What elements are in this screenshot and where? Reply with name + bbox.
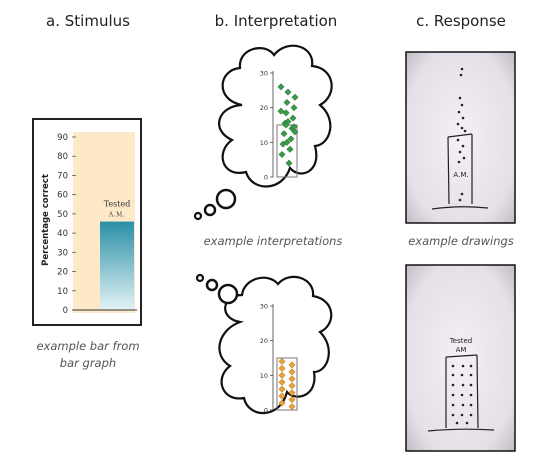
- interpretation-bottom-chart: 0 10 20 30: [260, 303, 298, 415]
- data-point-diamond: [283, 138, 291, 146]
- data-point-diamond: [288, 361, 296, 369]
- data-point-diamond: [291, 128, 299, 136]
- hand-drawn-bar: [445, 354, 479, 429]
- thought-cloud-bottom-outline: [218, 275, 333, 415]
- hand-drawn-dots-bottom: [451, 364, 473, 425]
- data-point-diamond: [290, 104, 298, 112]
- data-point-diamond: [288, 396, 296, 404]
- mini-tick-label: 30: [260, 303, 268, 311]
- thought-cloud-top: 0 10 20 30: [193, 44, 333, 221]
- stimulus-tick-label: 70: [57, 171, 68, 181]
- mini-tick-label: 20: [260, 337, 268, 345]
- data-point-diamond: [284, 88, 292, 96]
- data-point-diamond: [288, 389, 296, 397]
- mini-tick-label: 0: [264, 407, 268, 415]
- handwritten-label-bottom-line2: AM: [456, 346, 467, 354]
- stimulus-tick-label: 0: [63, 306, 68, 316]
- data-point-diamond: [290, 123, 298, 131]
- stimulus-y-ticks: 0 10 20 30 40 50 60 70 80 90: [57, 133, 76, 316]
- data-point-diamond: [278, 371, 286, 379]
- data-point-diamond: [288, 382, 296, 390]
- mini-tick-label: 10: [260, 139, 268, 147]
- stimulus-caption-line2: bar graph: [60, 356, 116, 370]
- data-point-diamond: [286, 145, 294, 153]
- column-title-stimulus: a. Stimulus: [46, 12, 130, 30]
- handwritten-label-top: A.M.: [453, 171, 468, 179]
- stimulus-chart: 0 10 20 30 40 50 60 70 80 90 Percentage correct T…: [32, 118, 142, 326]
- data-point-diamond: [288, 402, 296, 411]
- stimulus-tick-label: 10: [57, 287, 68, 297]
- thought-bubble-medium: [203, 203, 217, 217]
- stimulus-tick-label: 50: [57, 210, 68, 220]
- thought-bubble-small: [195, 273, 205, 283]
- hand-drawn-bar: [447, 133, 473, 205]
- data-point-diamond: [278, 385, 286, 393]
- mini-tick-label: 10: [260, 372, 268, 380]
- data-point-diamond: [291, 93, 299, 101]
- data-point-diamond: [278, 399, 286, 407]
- stimulus-caption-line1: example bar from: [36, 339, 139, 353]
- data-point-diamond: [278, 364, 286, 372]
- data-point-diamond: [285, 159, 293, 167]
- data-point-diamond: [280, 130, 288, 138]
- stimulus-tick-label: 80: [57, 152, 68, 162]
- data-point-diamond: [278, 392, 286, 400]
- stimulus-tick-label: 90: [57, 133, 68, 143]
- thought-cloud-bottom: 0 10 20 30: [195, 273, 333, 415]
- thought-bubble-medium: [205, 278, 219, 292]
- data-point-diamond: [278, 150, 286, 159]
- stimulus-bar-label: Tested: [104, 200, 131, 209]
- data-point-diamond: [287, 135, 295, 143]
- hand-drawn-baseline: [431, 206, 489, 210]
- stimulus-tick-label: 30: [57, 248, 68, 258]
- stimulus-y-axis-label: Percentage correct: [41, 174, 51, 266]
- hand-drawn-baseline: [427, 428, 495, 432]
- data-point-diamond: [283, 98, 291, 107]
- data-point-diamond: [277, 107, 285, 115]
- stimulus-tick-label: 60: [57, 191, 68, 201]
- stimulus-bar: [100, 221, 134, 310]
- column-title-response: c. Response: [416, 12, 506, 30]
- interpretations-caption: example interpretations: [204, 234, 343, 248]
- mini-tick-label: 30: [260, 70, 268, 78]
- data-point-diamond: [278, 357, 286, 366]
- mini-tick-label: 20: [260, 104, 268, 112]
- stimulus-tick-label: 20: [57, 268, 68, 278]
- hand-drawn-dots-top: [456, 67, 467, 202]
- mini-tick-label: 0: [264, 174, 268, 182]
- response-drawing-bottom: Tested AM: [405, 264, 516, 452]
- data-point-diamond: [288, 368, 296, 376]
- interpretation-top-chart: 0 10 20 30: [260, 70, 299, 182]
- stimulus-bar-sublabel: A.M.: [108, 212, 125, 219]
- thought-bubble-large: [215, 188, 237, 210]
- thought-bubble-large: [217, 283, 239, 305]
- drawing-photo-top: [405, 51, 516, 224]
- mini-bar-outline: [276, 357, 298, 411]
- data-point-diamond: [289, 114, 297, 122]
- response-drawing-top: A.M.: [405, 51, 516, 224]
- column-title-interpretation: b. Interpretation: [215, 12, 338, 30]
- thought-bubble-small: [193, 211, 203, 221]
- drawing-photo-bottom: [405, 264, 516, 452]
- data-point-diamond: [288, 375, 296, 383]
- stimulus-tick-label: 40: [57, 229, 68, 239]
- data-point-diamond: [278, 378, 286, 386]
- drawings-caption: example drawings: [408, 234, 514, 248]
- data-point-diamond: [277, 83, 285, 91]
- thought-cloud-top-outline: [218, 44, 333, 188]
- data-point-diamond: [282, 121, 290, 129]
- handwritten-label-bottom-line1: Tested: [449, 337, 473, 345]
